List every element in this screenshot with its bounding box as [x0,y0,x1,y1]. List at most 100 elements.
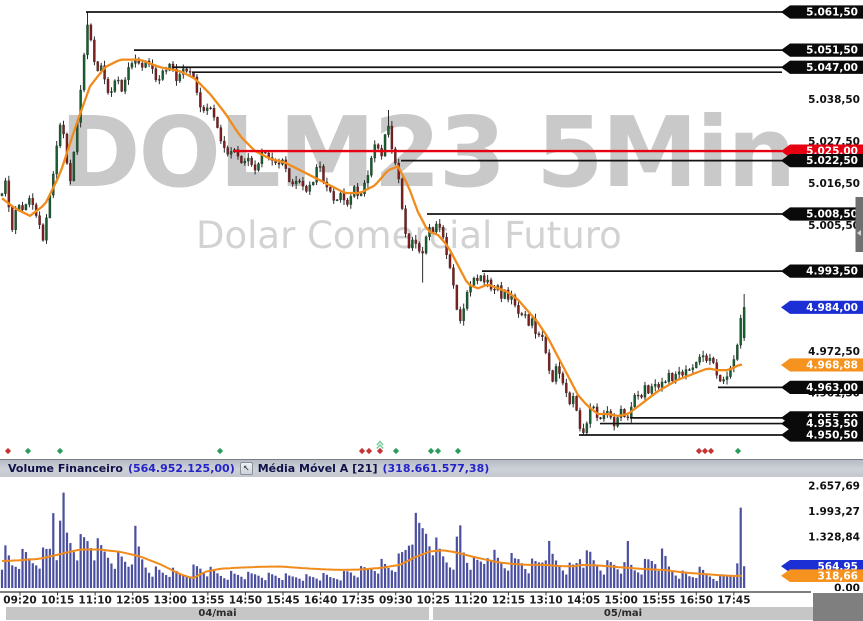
volume-axis-label: 2.657,69 [808,480,860,492]
volume-bar [233,573,236,588]
candle-body [664,381,667,383]
volume-bar [438,548,441,588]
volume-bar [65,532,69,588]
volume-bar [69,543,72,588]
volume-bar [541,562,544,588]
volume-indicator-label[interactable]: Volume Financeiro [8,462,123,475]
candle-body [424,236,428,254]
time-axis[interactable]: 09:20 10:15 11:10 12:05 13:00 13:55 14:50 15:45… [0,591,863,606]
volume-bar [0,569,4,588]
price-chart-canvas[interactable]: 5.038,505.027,505.016,505.005,504.972,50… [0,0,863,459]
candle-body [257,163,260,171]
price-tag-label: 5.008,50 [806,209,858,221]
volume-bar [527,573,530,588]
candle-body [476,277,479,281]
volume-bar [366,568,370,588]
candle-body [329,186,332,192]
candle-body [352,186,356,197]
volume-bar [264,580,267,588]
volume-bar [158,569,161,588]
volume-bar [93,560,96,588]
volume-bar [613,564,616,588]
candle-body [462,308,466,321]
volume-bar [719,574,722,588]
candle-body [712,357,715,363]
volume-bar [206,576,209,588]
volume-bar [565,574,568,588]
indicator-settings-button[interactable]: ↖ [239,462,253,475]
time-label: 16:40 [304,595,337,607]
time-label: 17:45 [717,595,750,607]
volume-bar [14,566,17,588]
candle-body [192,72,195,78]
volume-bar [411,544,414,588]
time-label: 14:50 [229,595,262,607]
volume-bar [332,578,335,588]
candle-body [346,199,349,205]
candle-body [541,334,544,337]
price-tag-label: 5.047,00 [806,62,858,74]
volume-bar [448,567,452,588]
trade-marker-green [216,447,224,455]
volume-bar [24,552,28,588]
candle-body [89,24,93,41]
candle-body [650,386,654,394]
candle-body [21,205,24,211]
chevron-up-icon [376,443,384,449]
price-tag-black [781,154,863,168]
volume-bar [380,558,383,588]
price-pane[interactable]: DOLM23 5Min Dolar Comercial Futuro 5.038… [0,0,863,459]
volume-bar [428,546,431,588]
candle-body [24,204,28,211]
candle-body [277,162,281,165]
volume-bar [623,562,626,588]
date-bar-day2: 05/mai [433,607,813,620]
volume-bar [708,576,712,588]
candle-body [677,371,681,375]
candle-body [387,125,390,135]
volume-bar [216,573,219,588]
candle-body [315,166,318,183]
volume-bar [664,555,667,588]
volume-bar [702,569,705,588]
candle-body [530,318,534,326]
candle-body [72,151,76,181]
time-label: 15:00 [604,595,637,607]
volume-pane[interactable]: 2.657,69 1.993,27 1.328,84 564,95 318,66 0,00 [0,477,863,591]
candle-body [708,357,712,361]
volume-bar [202,573,205,588]
volume-bar [134,525,137,588]
volume-bar [695,578,698,588]
volume-bar [650,561,653,588]
volume-bar [21,548,24,588]
trade-marker-green [434,447,442,455]
volume-bar [531,558,534,588]
volume-bar [725,574,729,588]
price-axis-label: 5.038,50 [808,94,860,106]
candle-body [694,362,698,368]
trade-marker-red [4,447,12,455]
candle-body [308,184,312,192]
candle-body [554,366,558,382]
volume-bar [178,573,181,588]
price-axis-scrollbar-thumb[interactable] [855,197,863,252]
time-label: 12:15 [492,595,525,607]
volume-bar [421,528,424,588]
candle-body [130,63,134,68]
volume-bar [79,534,82,588]
volume-bar [445,562,448,588]
candle-body [127,67,130,81]
candle-body [657,383,660,388]
candle-body [725,376,729,380]
volume-ma-label[interactable]: Média Móvel A [21] [257,462,378,475]
trade-marker-green [454,447,462,455]
candle-body [616,417,619,427]
volume-bar [130,564,134,588]
volume-bar [561,570,564,588]
candle-body [178,74,182,82]
candle-body [291,181,295,185]
candle-body [370,157,373,176]
candle-body [298,180,301,183]
time-label: 13:00 [154,595,187,607]
